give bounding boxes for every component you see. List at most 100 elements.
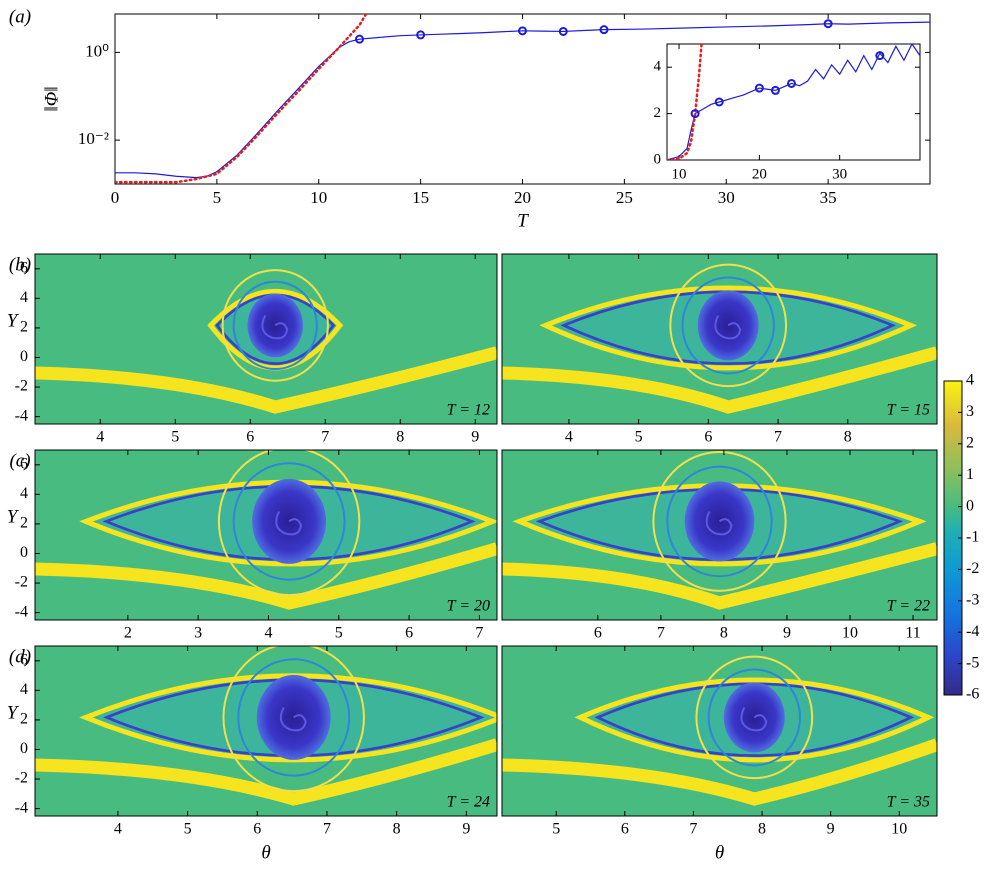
yellow-band (502, 346, 937, 414)
y-tick-label: 2 (20, 515, 28, 532)
x-tick-label: 6 (621, 821, 629, 838)
x-tick-label: 6 (594, 625, 602, 642)
vortex-ring (681, 276, 775, 375)
panel-frame (34, 645, 498, 817)
panel-frame (34, 253, 498, 425)
x-tick-label: 30 (832, 166, 847, 182)
x-tick-label: 6 (246, 429, 254, 446)
x-tick-label: 11 (905, 625, 920, 642)
colorbar-tick-label: 0 (966, 497, 974, 514)
x-tick-label: 10 (310, 188, 327, 207)
panel-frame (501, 253, 938, 425)
x-tick-label: 2 (124, 625, 132, 642)
vortex-ring (217, 450, 361, 597)
panel-label: (d) (9, 646, 31, 667)
time-label: T = 22 (887, 598, 930, 615)
yellow-band (35, 346, 497, 414)
y-tick-label: 2 (654, 105, 662, 121)
x-tick-label: 8 (720, 625, 728, 642)
vortex-ring (652, 450, 787, 592)
time-label: T = 35 (887, 794, 930, 811)
time-label: T = 24 (447, 794, 490, 811)
vortex-ring (221, 269, 329, 382)
colorbar-tick-label: -4 (966, 623, 979, 640)
marker (823, 19, 833, 29)
marker (786, 78, 796, 88)
x-tick-label: 10 (672, 166, 687, 182)
yellow-band (35, 542, 497, 610)
heatmap-image (35, 254, 497, 424)
panel-frame (501, 449, 938, 621)
y-axis-label: ‖Φ‖ (41, 86, 62, 111)
colorbar-tick-label: -5 (966, 654, 979, 671)
x-tick-label: 7 (689, 821, 697, 838)
y-tick-label: 6 (20, 259, 28, 276)
line-series (115, 21, 930, 179)
y-tick-label: -2 (15, 574, 28, 591)
colorbar-tick-label: -1 (966, 529, 979, 546)
x-tick-label: 4 (565, 429, 573, 446)
line-series (667, 44, 703, 160)
y-tick-label: 2 (20, 711, 28, 728)
marker (690, 109, 700, 119)
colorbar-tick-label: 4 (966, 372, 974, 389)
y-axis-label: Y (7, 702, 20, 723)
series-group (667, 44, 920, 160)
vortex-ring (666, 465, 773, 578)
cat-eye-inner (103, 678, 485, 757)
x-axis-label: θ (715, 842, 724, 863)
colorbar-tick-label: -6 (966, 686, 979, 703)
vortex-core (697, 290, 759, 361)
x-tick-label: 30 (718, 188, 735, 207)
x-tick-label: 20 (514, 188, 531, 207)
y-tick-label: -2 (15, 770, 28, 787)
panel-label: (a) (9, 6, 31, 27)
marker (355, 34, 364, 44)
vortex-ring (232, 280, 318, 371)
plot-frame (666, 43, 921, 161)
marker (754, 83, 764, 93)
time-label: T = 15 (887, 402, 930, 419)
y-tick-label: 0 (20, 348, 28, 365)
x-axis-label: θ (261, 842, 270, 863)
cat-eye-inner (215, 293, 336, 365)
heatmap-image (35, 646, 497, 816)
x-tick-label: 10 (891, 821, 907, 838)
y-tick-label: -2 (15, 378, 28, 395)
x-tick-label: 7 (774, 429, 782, 446)
y-tick-label: 2 (20, 319, 28, 336)
y-tick-label: 4 (20, 485, 28, 502)
x-tick-label: 5 (635, 429, 643, 446)
x-tick-label: 15 (412, 188, 429, 207)
panel-frame (34, 449, 498, 621)
colorbar-tick-label: -3 (966, 591, 979, 608)
x-tick-label: 8 (396, 429, 404, 446)
x-tick-label: 8 (393, 821, 401, 838)
cat-eye-inner (535, 487, 904, 561)
x-tick-label: 25 (616, 188, 633, 207)
heatmap-image (502, 646, 937, 816)
y-tick-label: 4 (20, 289, 28, 306)
marker (770, 85, 780, 95)
x-tick-label: 5 (171, 429, 179, 446)
yellow-band (35, 738, 497, 806)
x-tick-label: 4 (96, 429, 104, 446)
time-label: T = 20 (447, 598, 490, 615)
heatmap-image (502, 450, 937, 620)
x-tick-label: 0 (111, 188, 120, 207)
y-tick-label: 0 (654, 151, 662, 167)
x-tick-label: 9 (471, 429, 479, 446)
x-tick-label: 5 (335, 625, 343, 642)
y-tick-label: -4 (15, 799, 28, 816)
marker (599, 25, 609, 35)
cat-eye-inner (102, 484, 476, 561)
vortex-spiral (705, 510, 733, 536)
x-tick-label: 8 (844, 429, 852, 446)
vortex-spiral (275, 510, 303, 536)
vortex-ring (237, 658, 351, 777)
cat-eye-inner (560, 290, 897, 365)
vortex-ring (232, 462, 346, 581)
x-tick-label: 4 (264, 625, 272, 642)
vortex-ring (222, 646, 365, 793)
